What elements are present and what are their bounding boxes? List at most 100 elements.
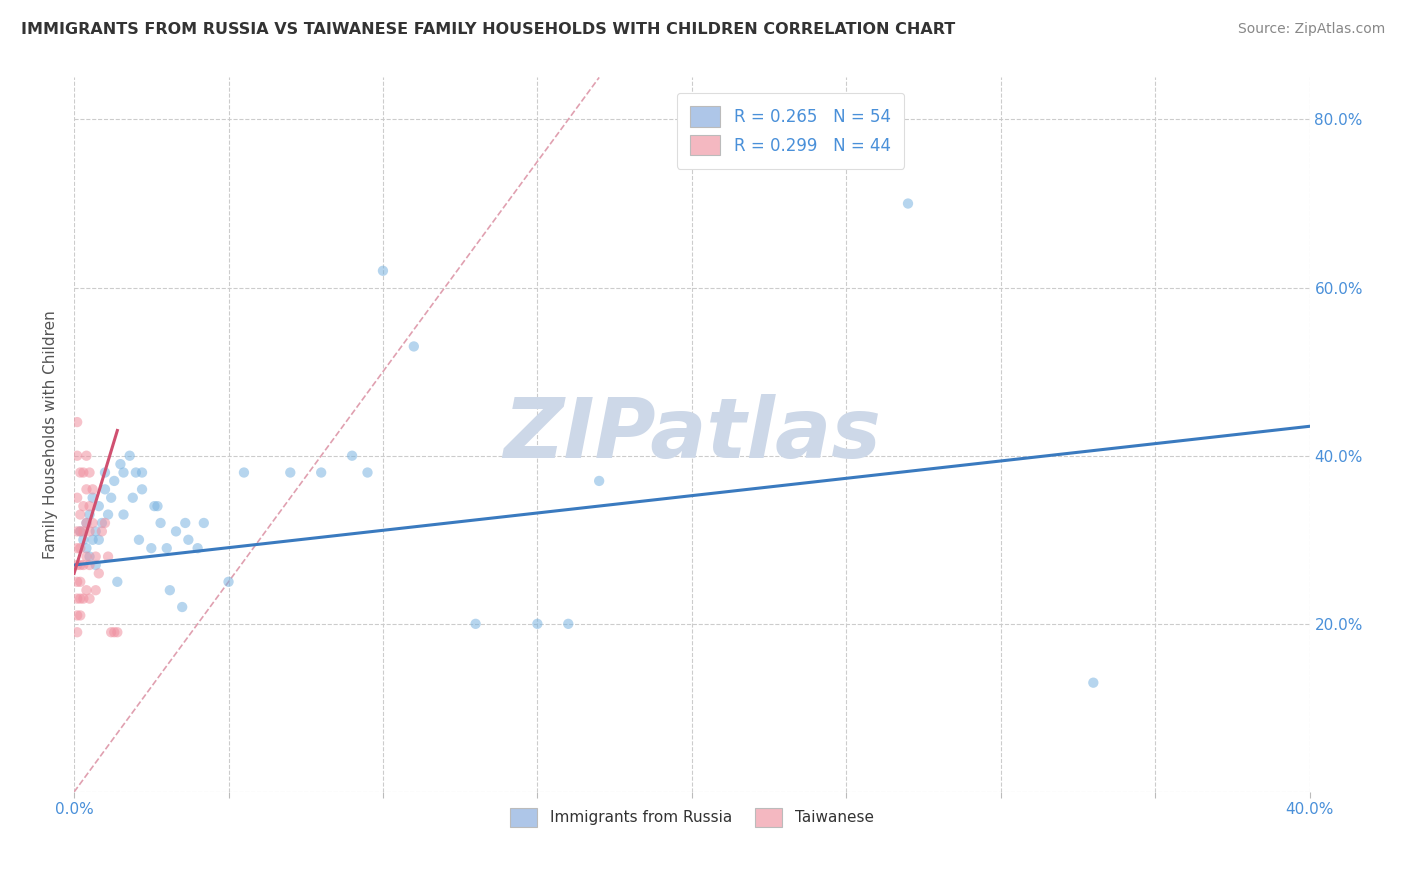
Point	[69, 541, 91, 556]
Point	[66, 625, 89, 640]
Point	[87, 499, 110, 513]
Point	[66, 574, 89, 589]
Point	[69, 591, 91, 606]
Point	[69, 608, 91, 623]
Point	[159, 583, 181, 598]
Point	[75, 549, 97, 564]
Point	[87, 566, 110, 581]
Point	[87, 533, 110, 547]
Point	[146, 499, 169, 513]
Point	[72, 558, 94, 572]
Point	[69, 574, 91, 589]
Point	[156, 541, 179, 556]
Point	[75, 516, 97, 530]
Point	[69, 524, 91, 539]
Point	[112, 466, 135, 480]
Point	[69, 508, 91, 522]
Point	[66, 558, 89, 572]
Point	[118, 449, 141, 463]
Point	[131, 466, 153, 480]
Point	[100, 625, 122, 640]
Point	[75, 541, 97, 556]
Point	[103, 474, 125, 488]
Point	[141, 541, 163, 556]
Point	[90, 524, 112, 539]
Point	[557, 616, 579, 631]
Point	[66, 608, 89, 623]
Point	[464, 616, 486, 631]
Point	[309, 466, 332, 480]
Point	[79, 591, 101, 606]
Point	[84, 549, 107, 564]
Point	[69, 524, 91, 539]
Point	[526, 616, 548, 631]
Point	[79, 466, 101, 480]
Text: Source: ZipAtlas.com: Source: ZipAtlas.com	[1237, 22, 1385, 37]
Point	[72, 499, 94, 513]
Point	[897, 196, 920, 211]
Point	[112, 508, 135, 522]
Point	[90, 516, 112, 530]
Point	[79, 558, 101, 572]
Point	[97, 549, 120, 564]
Point	[94, 516, 117, 530]
Point	[82, 483, 104, 497]
Point	[66, 541, 89, 556]
Point	[128, 533, 150, 547]
Point	[105, 574, 128, 589]
Point	[177, 533, 200, 547]
Point	[72, 466, 94, 480]
Point	[371, 264, 394, 278]
Point	[105, 625, 128, 640]
Point	[218, 574, 240, 589]
Point	[75, 583, 97, 598]
Point	[172, 600, 194, 615]
Point	[143, 499, 166, 513]
Point	[75, 516, 97, 530]
Point	[187, 541, 209, 556]
Point	[402, 339, 425, 353]
Point	[340, 449, 363, 463]
Point	[75, 483, 97, 497]
Point	[82, 516, 104, 530]
Point	[193, 516, 215, 530]
Point	[72, 524, 94, 539]
Point	[69, 558, 91, 572]
Point	[66, 415, 89, 429]
Point	[79, 524, 101, 539]
Point	[1083, 675, 1105, 690]
Point	[125, 466, 148, 480]
Point	[97, 508, 120, 522]
Point	[149, 516, 172, 530]
Point	[75, 449, 97, 463]
Point	[82, 533, 104, 547]
Point	[94, 483, 117, 497]
Point	[84, 583, 107, 598]
Point	[100, 491, 122, 505]
Point	[174, 516, 197, 530]
Point	[72, 591, 94, 606]
Point	[66, 591, 89, 606]
Point	[110, 457, 132, 471]
Point	[356, 466, 378, 480]
Point	[165, 524, 187, 539]
Point	[94, 466, 117, 480]
Point	[588, 474, 610, 488]
Point	[278, 466, 301, 480]
Point	[121, 491, 143, 505]
Point	[79, 499, 101, 513]
Point	[131, 483, 153, 497]
Point	[79, 549, 101, 564]
Point	[84, 558, 107, 572]
Point	[66, 491, 89, 505]
Point	[69, 466, 91, 480]
Text: IMMIGRANTS FROM RUSSIA VS TAIWANESE FAMILY HOUSEHOLDS WITH CHILDREN CORRELATION : IMMIGRANTS FROM RUSSIA VS TAIWANESE FAMI…	[21, 22, 955, 37]
Point	[79, 508, 101, 522]
Point	[66, 524, 89, 539]
Legend: Immigrants from Russia, Taiwanese: Immigrants from Russia, Taiwanese	[502, 800, 882, 834]
Y-axis label: Family Households with Children: Family Households with Children	[44, 310, 58, 559]
Text: ZIPatlas: ZIPatlas	[503, 394, 880, 475]
Point	[82, 491, 104, 505]
Point	[233, 466, 256, 480]
Point	[103, 625, 125, 640]
